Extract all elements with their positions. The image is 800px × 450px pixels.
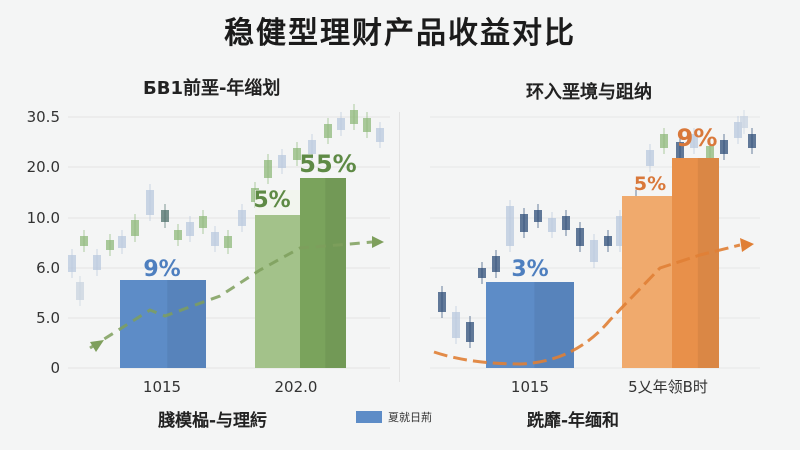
candle-body (734, 122, 742, 138)
panel-divider (399, 112, 400, 382)
candle-body (690, 134, 698, 148)
candle-body (506, 206, 514, 246)
bar-right-1015-shade (534, 282, 574, 368)
candle-body (118, 236, 126, 248)
candle-body (616, 216, 624, 246)
y-tick-label: 0 (50, 359, 60, 377)
candle-body (278, 155, 286, 168)
candle-body (562, 216, 570, 230)
candle-body (740, 116, 748, 128)
right-chart-title: 环入垩境与跙纳 (526, 82, 652, 103)
legend-swatch (356, 411, 382, 423)
candle-body (68, 255, 76, 272)
bar-left-1015-shade (167, 280, 206, 368)
bar-left-2020-label-bg (255, 190, 300, 215)
bar-right-5-shade (697, 158, 719, 368)
trend-arrow-right-head (740, 238, 754, 252)
candle-body (660, 134, 668, 148)
candle-body (211, 232, 219, 246)
candle-body (350, 110, 358, 124)
x-tick-label: 5乂年领B时 (628, 378, 708, 396)
data-label-right-5-a: 5% (634, 173, 666, 195)
candle-body (363, 118, 371, 132)
candle-body (76, 282, 84, 300)
candle-body (174, 230, 182, 240)
legend: 夏就日荊 (356, 409, 432, 425)
candle-body (80, 236, 88, 246)
candle-body (308, 140, 316, 154)
candle-body (106, 240, 114, 250)
bar-right-1015-group (486, 282, 574, 368)
candle-body (646, 150, 654, 166)
candle-body (264, 160, 272, 178)
bar-left-2020 (300, 178, 346, 368)
left-chart-title: БB1前垩-年缁划 (143, 78, 281, 99)
candle-body (324, 124, 332, 138)
candle-body (548, 218, 556, 232)
candle-body (376, 128, 384, 142)
bar-right-1015 (486, 282, 574, 368)
y-tick-label: 5.0 (36, 309, 60, 327)
candle-body (748, 134, 756, 148)
candle-body (452, 312, 460, 338)
candle-body (224, 236, 232, 248)
candle-body (238, 210, 246, 226)
data-label-left-2020-b: 55% (299, 150, 356, 178)
page-title: 稳健型理财产品收益对比 (224, 16, 576, 51)
y-tick-label: 30.5 (27, 108, 60, 126)
y-tick-label: 6.0 (36, 259, 60, 277)
trend-line-right (433, 243, 741, 366)
candle-body (478, 268, 486, 278)
data-label-left-2020-a: 5% (253, 188, 290, 213)
candle-body (93, 255, 101, 270)
y-tick-label: 10.0 (27, 209, 60, 227)
candle-body (520, 214, 528, 232)
trend-arrow-left-tail (90, 340, 104, 352)
data-label-right-1015: 3% (511, 257, 548, 282)
candle-body (161, 210, 169, 222)
data-label-left-1015: 9% (143, 257, 180, 282)
x-tick-label: 1015 (143, 378, 181, 396)
candle-body (466, 322, 474, 342)
right-chart-subtitle: 跣靡-年缅和 (527, 411, 620, 431)
candle-body (706, 146, 714, 160)
candle-body (534, 210, 542, 222)
x-tick-label: 202.0 (275, 378, 318, 396)
data-label-right-5-b: 9% (677, 124, 718, 152)
candle-body (438, 292, 446, 312)
bar-left-2020-shade (325, 178, 346, 368)
candle-body (576, 228, 584, 246)
candle-body (131, 220, 139, 236)
x-tick-label: 1015 (511, 378, 549, 396)
trend-line-left (89, 240, 373, 350)
candle-body (676, 142, 684, 158)
candle-body (604, 236, 612, 246)
candle-body (146, 190, 154, 215)
bar-left-1015 (120, 280, 206, 368)
bar-left-1015-group (120, 280, 206, 368)
candle-body (186, 222, 194, 236)
candle-body (293, 148, 301, 160)
y-tick-label: 20.0 (27, 158, 60, 176)
candle-body (720, 140, 728, 154)
left-chart-subtitle: 䏼模榀-与理䊸 (158, 411, 268, 431)
legend-label: 夏就日荊 (388, 411, 432, 424)
bar-left-2020-light (255, 215, 300, 368)
trend-arrow-left-head (372, 236, 384, 248)
candle-body (590, 240, 598, 262)
candle-body (199, 216, 207, 228)
candle-body (492, 256, 500, 272)
candle-body (337, 118, 345, 130)
bar-left-2020-group (300, 178, 346, 368)
